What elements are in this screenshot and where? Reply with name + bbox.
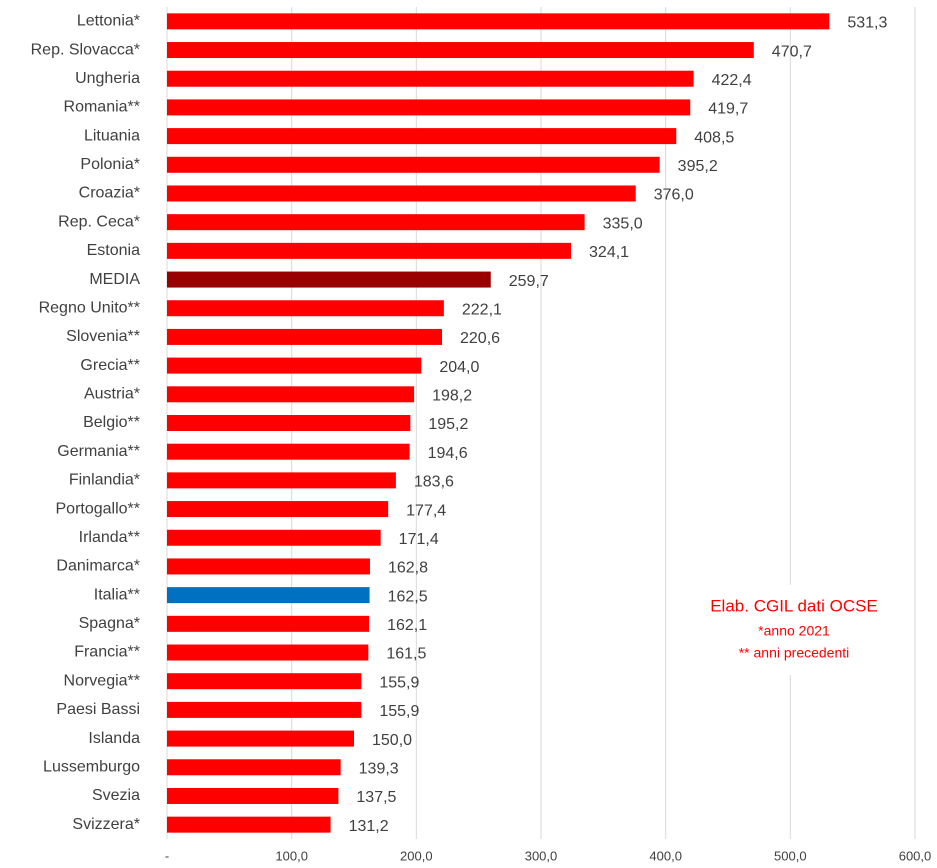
bar <box>167 70 694 87</box>
value-label: 171,4 <box>399 531 439 548</box>
x-tick-label: 500,0 <box>774 848 807 863</box>
bar <box>167 558 370 575</box>
value-label: 259,7 <box>509 273 549 290</box>
value-label: 183,6 <box>414 474 454 491</box>
bar <box>167 99 691 116</box>
value-label: 155,9 <box>379 703 419 720</box>
y-tick-label: Rep. Ceca* <box>58 213 140 230</box>
value-label: 204,0 <box>439 359 479 376</box>
value-label: 162,5 <box>388 588 428 605</box>
value-label: 335,0 <box>603 215 643 232</box>
y-tick-label: MEDIA <box>89 271 140 288</box>
y-tick-label: Romania** <box>64 99 140 116</box>
bar <box>167 214 585 231</box>
y-tick-label: Irlanda** <box>79 529 140 546</box>
bar <box>167 415 411 431</box>
y-tick-label: Slovenia** <box>66 328 140 345</box>
value-label: 222,1 <box>462 301 502 318</box>
y-tick-label: Regno Unito** <box>39 299 140 316</box>
value-label: 131,2 <box>349 818 389 835</box>
bar <box>167 128 677 145</box>
value-label: 162,8 <box>388 560 428 577</box>
y-tick-label: Lettonia* <box>77 13 140 30</box>
y-tick-label: Paesi Bassi <box>56 701 140 718</box>
y-tick-label: Croazia* <box>79 185 140 202</box>
bar <box>167 816 331 833</box>
bar <box>167 615 370 632</box>
bar <box>167 242 572 259</box>
bar <box>167 357 422 374</box>
y-tick-label: Belgio** <box>83 414 140 431</box>
bar <box>167 185 636 202</box>
y-tick-label: Francia** <box>74 644 140 661</box>
bar <box>167 701 362 718</box>
y-tick-label: Portogallo** <box>56 500 141 517</box>
value-label: 470,7 <box>772 43 812 60</box>
y-tick-label: Spagna* <box>79 615 140 632</box>
bar <box>167 730 354 747</box>
x-tick-label: 400,0 <box>649 848 682 863</box>
bar <box>167 787 339 804</box>
y-tick-label: Italia** <box>94 586 140 603</box>
value-label: 324,1 <box>589 244 629 261</box>
bar <box>167 271 491 288</box>
bar <box>167 443 410 460</box>
y-tick-label: Estonia <box>87 242 140 259</box>
value-label: 150,0 <box>372 732 412 749</box>
value-label: 198,2 <box>432 388 472 405</box>
value-label: 161,5 <box>386 646 426 663</box>
y-tick-label: Danimarca* <box>56 558 140 575</box>
y-tick-label: Lituania <box>84 127 140 144</box>
value-label: 531,3 <box>847 15 887 32</box>
y-tick-label: Germania** <box>57 443 140 460</box>
bar <box>167 529 381 546</box>
y-tick-label: Grecia** <box>80 357 140 374</box>
y-tick-label: Finlandia* <box>69 472 140 489</box>
value-label: 155,9 <box>379 674 419 691</box>
bar <box>167 587 370 604</box>
y-tick-label: Austria* <box>84 386 140 403</box>
value-label: 395,2 <box>678 158 718 175</box>
x-tick-label: 600,0 <box>899 848 932 863</box>
value-label: 162,1 <box>387 617 427 634</box>
value-label: 419,7 <box>708 101 748 118</box>
annotation-box <box>680 585 896 675</box>
y-tick-label: Norvegia** <box>64 672 140 689</box>
value-label: 195,2 <box>428 416 468 433</box>
bar <box>167 156 660 173</box>
bar <box>167 673 362 690</box>
y-tick-label: Lussemburgo <box>43 758 140 775</box>
bar <box>167 42 754 59</box>
bar <box>167 644 369 661</box>
y-tick-label: Islanda <box>88 730 140 747</box>
value-label: 177,4 <box>406 502 446 519</box>
value-label: 408,5 <box>694 129 734 146</box>
x-tick-label: - <box>165 848 169 863</box>
bar <box>167 328 443 345</box>
annotation: Elab. CGIL dati OCSE <box>710 596 878 615</box>
value-label: 220,6 <box>460 330 500 347</box>
value-label: 422,4 <box>712 72 752 89</box>
value-label: 137,5 <box>356 789 396 806</box>
y-tick-label: Ungheria <box>75 70 140 87</box>
value-label: 194,6 <box>428 445 468 462</box>
value-label: 376,0 <box>654 187 694 204</box>
y-tick-label: Svizzera* <box>72 816 140 833</box>
y-tick-label: Svezia <box>92 787 140 804</box>
annotation: ** anni precedenti <box>739 645 850 661</box>
bar <box>167 13 830 30</box>
y-tick-label: Polonia* <box>80 156 140 173</box>
x-tick-label: 200,0 <box>400 848 433 863</box>
bar <box>167 300 444 317</box>
x-tick-label: 100,0 <box>275 848 308 863</box>
annotation: *anno 2021 <box>758 623 830 639</box>
bar <box>167 386 415 403</box>
bar <box>167 472 396 489</box>
bar <box>167 759 341 776</box>
x-tick-label: 300,0 <box>525 848 558 863</box>
y-tick-label: Rep. Slovacca* <box>31 41 140 58</box>
value-label: 139,3 <box>359 760 399 777</box>
bar <box>167 501 389 518</box>
